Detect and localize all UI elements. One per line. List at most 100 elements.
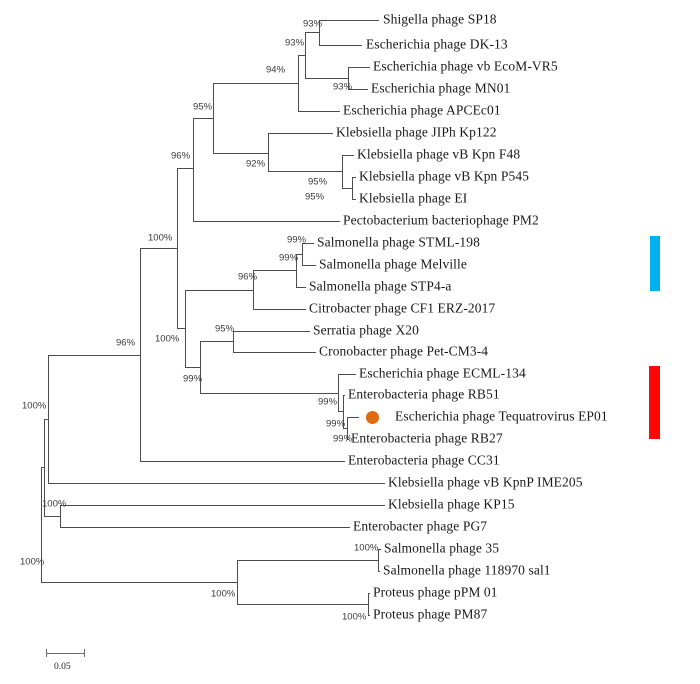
bootstrap-value-label: 95% — [305, 191, 325, 203]
bootstrap-value-label: 95% — [215, 323, 235, 335]
node-connector-line — [367, 593, 369, 615]
internal-branch-line — [140, 247, 177, 249]
branch-line — [343, 394, 345, 396]
taxon-label: Escherichia phage MN01 — [371, 80, 511, 96]
branch-line — [338, 373, 356, 375]
node-connector-line — [236, 560, 238, 604]
bootstrap-value-label: 94% — [266, 64, 286, 76]
node-connector-line — [341, 155, 343, 188]
taxon-label: Enterobacteria phage RB27 — [351, 430, 503, 446]
branch-line — [193, 220, 340, 222]
taxon-label: Klebsiella phage JIPh Kp122 — [336, 124, 497, 140]
bootstrap-value-label: 99% — [318, 396, 338, 408]
internal-branch-line — [253, 270, 296, 271]
scale-bar-line — [46, 652, 84, 654]
branch-line — [319, 19, 379, 21]
internal-branch-line — [338, 411, 343, 412]
bootstrap-value-label: 100% — [42, 498, 67, 510]
internal-branch-line — [343, 427, 347, 429]
internal-branch-line — [342, 187, 352, 189]
bootstrap-value-label: 100% — [148, 232, 173, 244]
bootstrap-value-label: 100% — [342, 611, 367, 623]
branch-line — [60, 504, 385, 506]
internal-branch-line — [305, 77, 348, 79]
bootstrap-value-label: 99% — [287, 234, 307, 246]
scale-bar-label: 0.05 — [54, 662, 71, 672]
bootstrap-value-label: 93% — [333, 81, 353, 93]
internal-branch-line — [193, 117, 213, 119]
taxon-label: Klebsiella phage KP15 — [388, 496, 515, 512]
branch-line — [352, 176, 356, 178]
internal-branch-line — [298, 54, 305, 56]
branch-line — [140, 460, 345, 462]
taxon-label: Salmonella phage 118970 sal1 — [383, 562, 551, 578]
bootstrap-value-label: 96% — [238, 271, 258, 283]
internal-branch-line — [41, 581, 237, 583]
branch-line — [302, 264, 316, 266]
branch-line — [319, 44, 362, 46]
taxon-label: Escherichia phage DK-13 — [366, 36, 508, 52]
node-connector-line — [297, 55, 299, 111]
taxon-label: Salmonella phage 35 — [384, 540, 500, 556]
highlighted-taxon-marker-dot — [366, 411, 379, 424]
bootstrap-value-label: 95% — [308, 176, 328, 188]
internal-branch-line — [296, 253, 302, 255]
branch-line — [48, 482, 385, 484]
internal-branch-line — [177, 328, 185, 329]
bootstrap-value-label: 99% — [279, 252, 299, 264]
branch-line — [368, 592, 370, 594]
internal-branch-line — [44, 515, 60, 517]
taxon-label: Klebsiella phage vB Kpn F48 — [357, 146, 521, 162]
scale-bar-right-tick — [83, 649, 85, 657]
branch-line — [302, 242, 314, 244]
bootstrap-value-label: 100% — [354, 542, 379, 554]
branch-line — [347, 438, 349, 440]
branch-line — [233, 330, 310, 332]
node-connector-line — [43, 419, 45, 516]
branch-line — [268, 132, 333, 134]
taxon-label: Enterobacteria phage CC31 — [348, 452, 500, 468]
branch-line — [253, 308, 306, 310]
branch-line — [60, 526, 350, 528]
node-connector-line — [139, 248, 141, 461]
clade-highlight-bar-blue — [650, 236, 660, 291]
bootstrap-value-label: 96% — [116, 337, 136, 349]
node-connector-line — [267, 133, 269, 172]
node-connector-line — [346, 417, 348, 439]
branch-line — [296, 286, 306, 288]
internal-branch-line — [41, 467, 44, 468]
bootstrap-value-label: 92% — [246, 158, 266, 170]
internal-branch-line — [237, 559, 378, 561]
branch-line — [352, 198, 356, 200]
taxon-label: Shigella phage SP18 — [383, 11, 497, 27]
branch-line — [233, 351, 316, 353]
node-connector-line — [232, 331, 234, 352]
internal-branch-line — [185, 289, 253, 291]
node-connector-line — [337, 374, 339, 412]
taxon-label: Proteus phage PM87 — [373, 606, 488, 622]
scale-bar-left-tick — [45, 649, 47, 657]
internal-branch-line — [200, 341, 233, 342]
node-connector-line — [252, 270, 254, 309]
node-connector-line — [342, 395, 344, 428]
bootstrap-value-label: 100% — [211, 588, 236, 600]
taxon-label: Salmonella phage STP4-a — [309, 278, 452, 294]
taxon-label: Serratia phage X20 — [313, 322, 420, 338]
node-connector-line — [301, 243, 303, 265]
node-connector-line — [212, 83, 214, 153]
taxon-label: Klebsiella phage vB Kpn P545 — [359, 168, 530, 184]
bootstrap-value-label: 100% — [20, 556, 45, 568]
taxon-label: Pectobacterium bacteriophage PM2 — [343, 212, 539, 228]
bootstrap-value-label: 93% — [303, 18, 323, 30]
branch-line — [342, 154, 354, 156]
internal-branch-line — [213, 82, 298, 84]
branch-line — [348, 66, 370, 68]
internal-branch-line — [237, 603, 368, 605]
bootstrap-value-label: 100% — [22, 400, 47, 412]
bootstrap-value-label: 100% — [155, 333, 180, 345]
bootstrap-value-label: 96% — [171, 150, 191, 162]
node-connector-line — [304, 32, 306, 78]
node-connector-line — [192, 118, 194, 221]
node-connector-line — [176, 168, 178, 329]
